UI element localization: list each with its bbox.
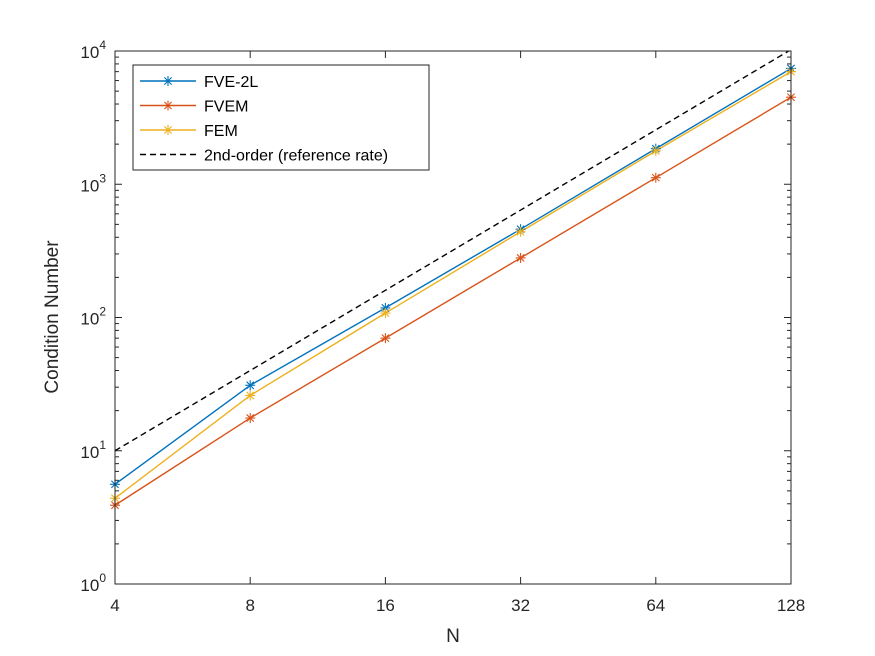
- marker-stroke: [246, 391, 255, 400]
- legend-marker: [163, 76, 173, 86]
- marker-stroke: [516, 227, 525, 236]
- x-tick-label: 8: [245, 596, 254, 615]
- data-point: [245, 413, 256, 424]
- legend-marker: [163, 100, 173, 111]
- series-line-fve-2l: [115, 67, 791, 485]
- legend-label: FEM: [204, 123, 238, 140]
- x-tick-label: 64: [646, 596, 665, 615]
- data-point: [380, 308, 391, 319]
- marker-stroke: [651, 146, 660, 155]
- marker-stroke: [164, 126, 172, 134]
- series-line-2nd-order-reference-rate-: [115, 51, 791, 452]
- legend-label: 2nd-order (reference rate): [204, 148, 388, 165]
- data-point: [650, 172, 661, 183]
- x-tick-label: 16: [376, 596, 395, 615]
- x-tick-label: 128: [777, 596, 805, 615]
- marker-stroke: [246, 381, 255, 390]
- legend-marker: [163, 125, 173, 135]
- x-tick-label: 4: [110, 596, 119, 615]
- x-tick-label: 32: [511, 596, 530, 615]
- x-tick-labels: 4 8 16 32 64 128: [110, 596, 805, 615]
- axes-box: [114, 50, 792, 585]
- series-line-fem: [115, 71, 791, 499]
- data-point: [650, 145, 661, 156]
- marker-stroke: [164, 77, 172, 85]
- legend-label: FVEM: [204, 99, 248, 116]
- x-axis-label: N: [446, 626, 460, 647]
- y-tick-label: 104: [80, 38, 106, 62]
- data-point: [245, 390, 256, 401]
- marker-stroke: [246, 414, 255, 423]
- y-tick-label: 102: [80, 305, 106, 329]
- marker-stroke: [381, 334, 390, 343]
- y-tick-label: 101: [80, 438, 106, 462]
- marker-stroke: [651, 173, 660, 182]
- tick-marks: [114, 50, 792, 585]
- marker-stroke: [516, 253, 525, 262]
- legend-box: [132, 64, 430, 171]
- data-point: [515, 226, 526, 237]
- series-layer: [115, 51, 791, 506]
- data-point: [380, 333, 391, 344]
- y-axis-label: Condition Number: [42, 240, 63, 394]
- series-line-fvem: [115, 96, 791, 506]
- marker-stroke: [381, 309, 390, 318]
- marker-stroke: [164, 101, 172, 110]
- data-point: [515, 252, 526, 263]
- y-tick-label: 100: [80, 571, 106, 595]
- y-tick-labels: 100 101 102 103 104: [80, 38, 106, 595]
- legend-label: FVE-2L: [204, 74, 258, 91]
- y-tick-label: 103: [80, 171, 106, 195]
- data-point: [245, 380, 256, 391]
- legend: FVE-2L FVEM FEM 2nd-order (reference rate): [132, 64, 430, 171]
